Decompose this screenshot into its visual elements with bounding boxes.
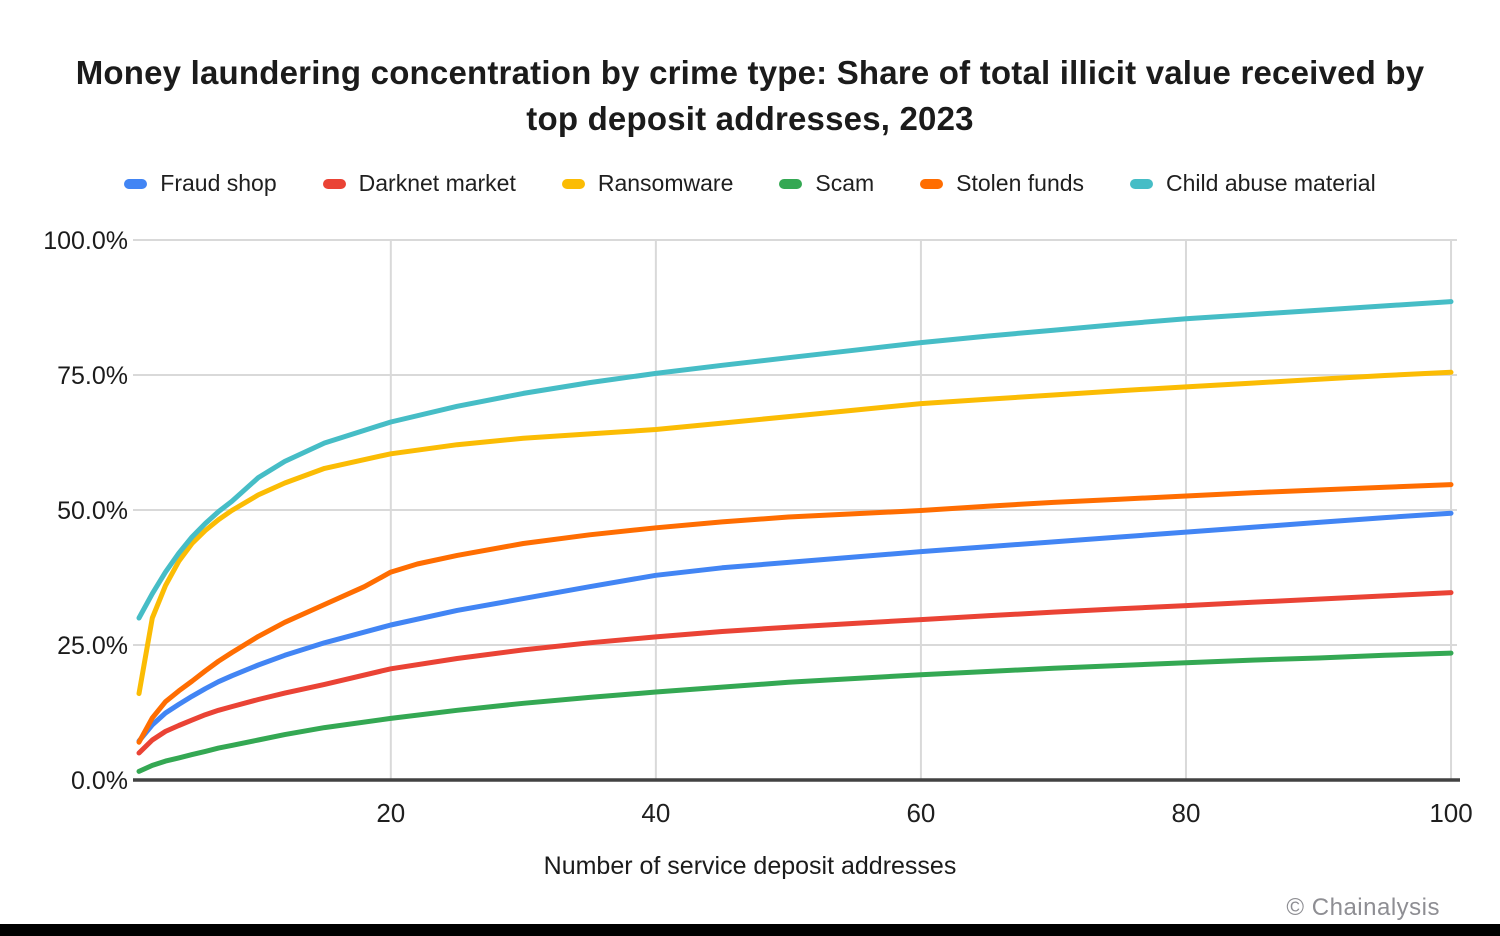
legend-item: Darknet market (322, 170, 516, 197)
series-line-scam (136, 650, 1454, 774)
legend-swatch-icon (1130, 178, 1154, 189)
chart-title: Money laundering concentration by crime … (20, 50, 1480, 142)
legend-swatch-icon (561, 178, 585, 189)
legend-label: Darknet market (358, 170, 516, 196)
series-line-child-abuse-material (136, 299, 1454, 621)
x-axis-title: Number of service deposit addresses (543, 852, 957, 880)
legend: Fraud shop Darknet market Ransomware Scam St… (0, 170, 1500, 197)
copyright-text: © Chainalysis (1286, 894, 1440, 921)
x-axis-tick-label: 20 (376, 798, 405, 828)
legend-item: Scam (779, 170, 874, 197)
x-axis-tick-label: 40 (641, 798, 670, 828)
legend-label: Ransomware (597, 170, 734, 196)
y-axis-tick-label: 0.0% (71, 767, 128, 795)
legend-swatch-icon (124, 178, 148, 189)
legend-swatch-icon (322, 178, 346, 189)
series-line-fraud-shop (136, 510, 1454, 744)
series-line-stolen-funds (136, 482, 1454, 745)
chart-title-line-2: top deposit addresses, 2023 (526, 100, 974, 137)
legend-item: Fraud shop (124, 170, 277, 197)
legend-label: Child abuse material (1166, 170, 1376, 196)
legend-swatch-icon (920, 178, 944, 189)
x-axis-tick-label: 100 (1429, 798, 1472, 828)
legend-label: Stolen funds (956, 170, 1085, 196)
legend-swatch-icon (779, 178, 803, 189)
legend-label: Fraud shop (160, 170, 277, 196)
series-line-darknet-market (136, 590, 1454, 756)
x-axis-tick-label: 80 (1172, 798, 1201, 828)
series-line-ransomware (136, 369, 1454, 697)
y-axis-tick-label: 100.0% (43, 227, 128, 255)
legend-label: Scam (815, 170, 875, 196)
legend-item: Ransomware (561, 170, 734, 197)
legend-item: Stolen funds (920, 170, 1084, 197)
y-axis-tick-label: 50.0% (57, 497, 128, 525)
chart-title-line-1: Money laundering concentration by crime … (75, 54, 1425, 91)
bottom-black-bar (0, 924, 1500, 936)
y-axis-tick-label: 75.0% (57, 362, 128, 390)
legend-item: Child abuse material (1130, 170, 1376, 197)
y-axis-tick-label: 25.0% (57, 632, 128, 660)
x-axis-tick-label: 60 (906, 798, 935, 828)
